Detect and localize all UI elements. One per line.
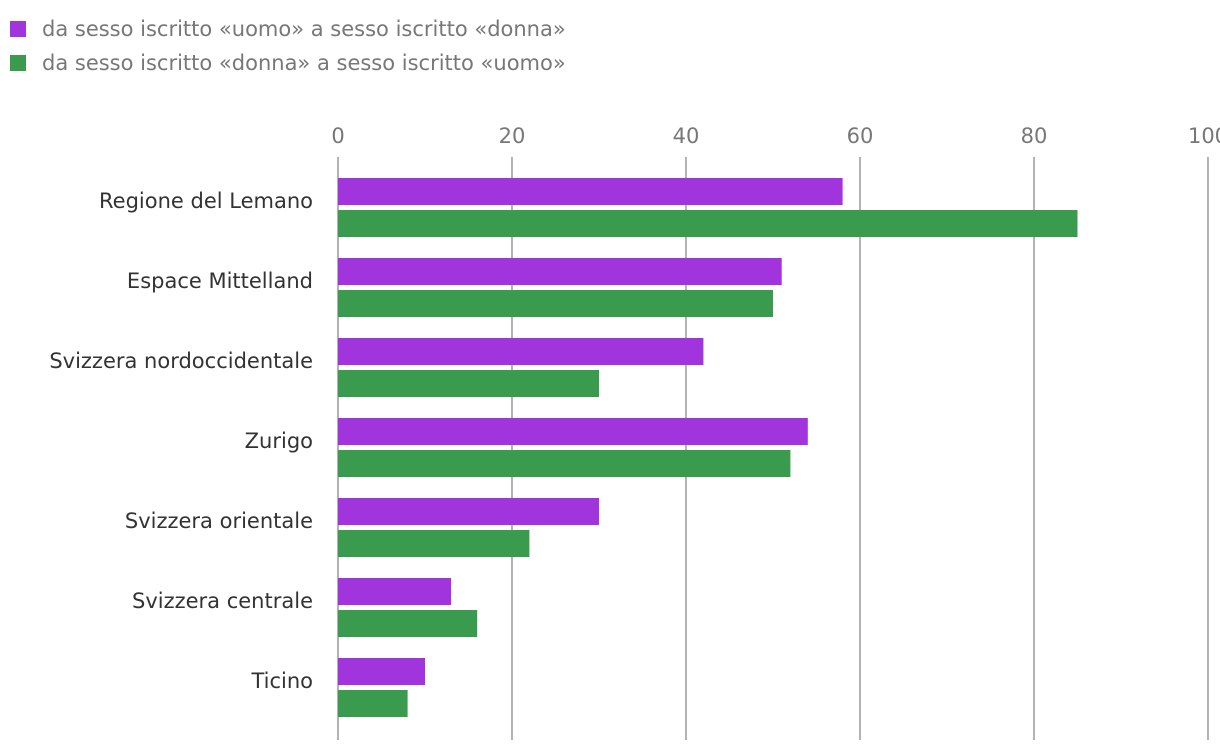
- category-label: Regione del Lemano: [99, 189, 313, 213]
- bar-male-to-female[interactable]: [338, 418, 808, 445]
- bar-male-to-female[interactable]: [338, 658, 425, 685]
- bar-female-to-male[interactable]: [338, 210, 1078, 237]
- bar-male-to-female[interactable]: [338, 578, 452, 605]
- bar-male-to-female[interactable]: [338, 498, 599, 525]
- bar-female-to-male[interactable]: [338, 450, 791, 477]
- bar-female-to-male[interactable]: [338, 370, 599, 397]
- category-label: Svizzera nordoccidentale: [49, 349, 313, 373]
- bar-male-to-female[interactable]: [338, 178, 843, 205]
- x-tick-label: 20: [499, 124, 526, 148]
- bar-female-to-male[interactable]: [338, 290, 773, 317]
- x-tick-label: 60: [847, 124, 874, 148]
- category-label: Espace Mittelland: [127, 269, 313, 293]
- legend-swatch-male-to-female: [10, 21, 26, 37]
- x-tick-label: 100: [1188, 124, 1220, 148]
- legend-item-male-to-female[interactable]: da sesso iscritto «uomo» a sesso iscritt…: [10, 12, 566, 46]
- bar-female-to-male[interactable]: [338, 610, 478, 637]
- bar-male-to-female[interactable]: [338, 338, 704, 365]
- legend-label-male-to-female: da sesso iscritto «uomo» a sesso iscritt…: [42, 17, 566, 41]
- bar-female-to-male[interactable]: [338, 530, 530, 557]
- category-label: Svizzera centrale: [132, 589, 313, 613]
- legend-label-female-to-male: da sesso iscritto «donna» a sesso iscrit…: [42, 51, 566, 75]
- legend-item-female-to-male[interactable]: da sesso iscritto «donna» a sesso iscrit…: [10, 46, 566, 80]
- bar-female-to-male[interactable]: [338, 690, 408, 717]
- legend: da sesso iscritto «uomo» a sesso iscritt…: [10, 12, 566, 80]
- x-tick-label: 40: [673, 124, 700, 148]
- category-label: Svizzera orientale: [125, 509, 313, 533]
- legend-swatch-female-to-male: [10, 55, 26, 71]
- x-tick-label: 0: [331, 124, 344, 148]
- bar-male-to-female[interactable]: [338, 258, 782, 285]
- x-tick-label: 80: [1021, 124, 1048, 148]
- category-label: Zurigo: [245, 429, 313, 453]
- category-label: Ticino: [250, 669, 313, 693]
